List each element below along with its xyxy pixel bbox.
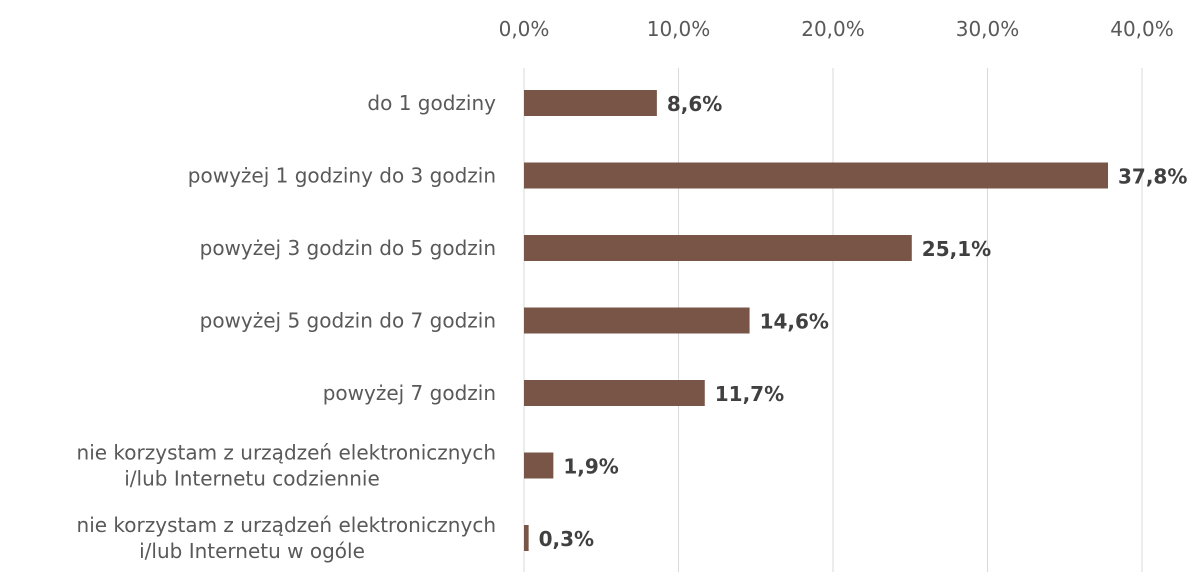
category-label: powyżej 3 godzin do 5 godzin [200, 236, 496, 260]
data-label: 37,8% [1118, 165, 1187, 189]
bar [524, 525, 529, 551]
data-label: 1,9% [563, 455, 618, 479]
category-label: powyżej 5 godzin do 7 godzin [200, 309, 496, 333]
bar [524, 307, 750, 334]
x-tick-label: 40,0% [1110, 17, 1174, 41]
data-label: 25,1% [922, 237, 991, 261]
x-tick-label: 0,0% [499, 17, 550, 41]
x-tick-label: 30,0% [956, 17, 1020, 41]
category-label: nie korzystam z urządzeń elektronicznych [77, 513, 496, 537]
bar [524, 90, 657, 116]
category-labels: do 1 godziny powyżej 1 godziny do 3 godzi… [77, 91, 497, 563]
x-tick-label: 20,0% [801, 17, 865, 41]
grid-lines [523, 68, 1143, 572]
category-label: do 1 godziny [367, 91, 496, 115]
category-label: nie korzystam z urządzeń elektronicznych [77, 441, 496, 465]
data-labels: 8,6% 37,8% 25,1% 14,6% 11,7% 1,9% 0,3% [539, 92, 1188, 551]
bar [524, 162, 1109, 189]
category-label: powyżej 1 godziny do 3 godzin [188, 164, 496, 188]
bar [524, 235, 912, 261]
category-label: powyżej 7 godzin [323, 381, 496, 405]
data-label: 0,3% [539, 527, 594, 551]
x-tick-label: 10,0% [647, 17, 711, 41]
x-axis-tick-labels: 0,0% 10,0% 20,0% 30,0% 40,0% [499, 17, 1174, 41]
bar [524, 452, 554, 479]
category-label: i/lub Internetu w ogóle [139, 539, 365, 563]
bar [524, 380, 705, 406]
data-label: 8,6% [667, 92, 722, 116]
data-label: 11,7% [715, 382, 784, 406]
category-label: i/lub Internetu codziennie [124, 467, 380, 491]
bars [524, 90, 1109, 551]
data-label: 14,6% [760, 310, 829, 334]
